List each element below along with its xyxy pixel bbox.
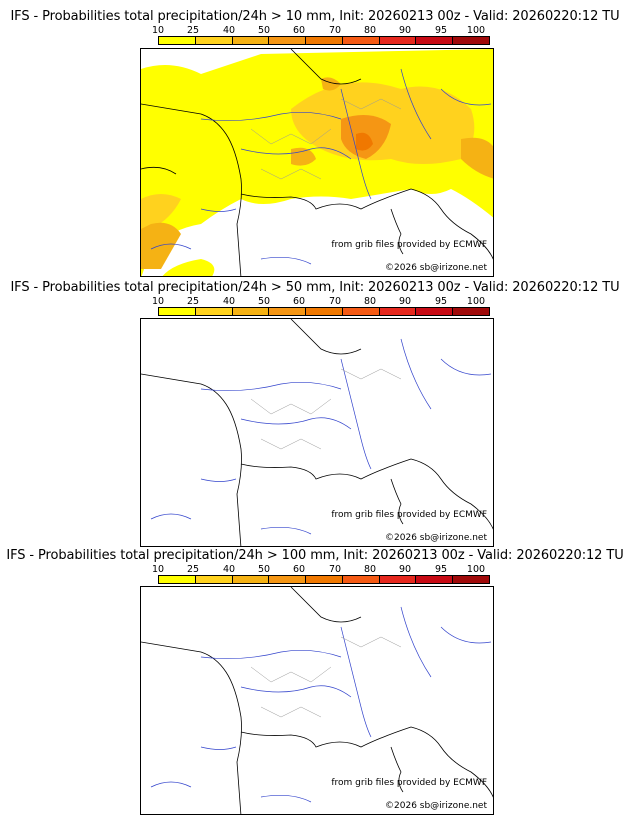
tick-label: 95: [434, 564, 448, 575]
copyright: ©2026 sb@irizone.net: [385, 263, 487, 273]
panel-100mm: IFS - Probabilities total precipitation/…: [0, 546, 630, 828]
tick-label: 80: [363, 564, 377, 575]
tick-label: 90: [398, 296, 412, 307]
colorbar-segment: [269, 37, 307, 44]
data-credit: from grib files provided by ECMWF: [331, 778, 487, 788]
tick-label: 70: [328, 296, 342, 307]
tick-label: 50: [257, 564, 271, 575]
colorbar-segment: [342, 576, 380, 583]
probability-map: from grib files provided by ECMWF ©2026 …: [140, 318, 494, 547]
coastlines: [141, 587, 493, 814]
colorbar-segment: [269, 308, 307, 315]
admin-borders: [250, 98, 402, 180]
tick-label: 10: [151, 564, 165, 575]
tick-label: 80: [363, 25, 377, 36]
tick-label: 40: [222, 25, 236, 36]
colorbar-segment: [416, 37, 454, 44]
colorbar-segment: [306, 37, 343, 44]
colorbar-segment: [232, 37, 270, 44]
tick-label: 40: [222, 564, 236, 575]
coastlines: [141, 49, 493, 276]
colorbar-segment: [416, 576, 454, 583]
tick-label: 80: [363, 296, 377, 307]
tick-label: 60: [292, 25, 306, 36]
colorbar-segment: [195, 37, 233, 44]
tick-label: 95: [434, 296, 448, 307]
panel-title: IFS - Probabilities total precipitation/…: [6, 548, 624, 563]
rivers: [150, 338, 492, 535]
tick-label: 90: [398, 564, 412, 575]
colorbar-segment: [379, 576, 417, 583]
rivers: [150, 68, 492, 265]
coastlines: [141, 319, 493, 546]
colorbar-segment: [453, 576, 490, 583]
colorbar-segment: [453, 308, 490, 315]
tick-label: 90: [398, 25, 412, 36]
tick-label: 100: [466, 564, 486, 575]
colorbar-segment: [269, 576, 307, 583]
probability-map: from grib files provided by ECMWF ©2026 …: [140, 48, 494, 277]
colorbar: [158, 36, 490, 45]
tick-label: 25: [186, 25, 200, 36]
colorbar-segment: [453, 37, 490, 44]
colorbar-segment: [232, 308, 270, 315]
tick-label: 25: [186, 296, 200, 307]
tick-label: 95: [434, 25, 448, 36]
tick-label: 40: [222, 296, 236, 307]
colorbar-segment: [306, 308, 343, 315]
tick-label: 25: [186, 564, 200, 575]
colorbar-segment: [342, 37, 380, 44]
tick-label: 60: [292, 564, 306, 575]
tick-label: 70: [328, 564, 342, 575]
panel-50mm: IFS - Probabilities total precipitation/…: [0, 276, 630, 547]
colorbar: [158, 307, 490, 316]
rivers: [150, 606, 492, 803]
colorbar-segment: [379, 308, 417, 315]
admin-borders: [250, 368, 402, 450]
probability-map: from grib files provided by ECMWF ©2026 …: [140, 586, 494, 815]
colorbar-segment: [195, 308, 233, 315]
colorbar-segment: [416, 308, 454, 315]
copyright: ©2026 sb@irizone.net: [385, 801, 487, 811]
colorbar-ticks: 10 25 40 50 60 70 80 90 95 100: [152, 25, 490, 36]
colorbar-segment: [306, 576, 343, 583]
panel-title: IFS - Probabilities total precipitation/…: [10, 280, 620, 295]
tick-label: 100: [466, 296, 486, 307]
tick-label: 60: [292, 296, 306, 307]
tick-label: 70: [328, 25, 342, 36]
colorbar-segment: [342, 308, 380, 315]
tick-label: 10: [151, 296, 165, 307]
colorbar-ticks: 10 25 40 50 60 70 80 90 95 100: [152, 296, 490, 307]
colorbar-segment: [232, 576, 270, 583]
colorbar: [158, 575, 490, 584]
colorbar-segment: [159, 308, 196, 315]
data-credit: from grib files provided by ECMWF: [331, 510, 487, 520]
admin-borders: [250, 636, 402, 718]
tick-label: 100: [466, 25, 486, 36]
panel-title: IFS - Probabilities total precipitation/…: [10, 9, 620, 24]
copyright: ©2026 sb@irizone.net: [385, 533, 487, 543]
tick-label: 50: [257, 296, 271, 307]
colorbar-segment: [379, 37, 417, 44]
precip-shading: [141, 49, 493, 276]
colorbar-segment: [195, 576, 233, 583]
data-credit: from grib files provided by ECMWF: [331, 240, 487, 250]
panel-10mm: IFS - Probabilities total precipitation/…: [0, 0, 630, 277]
colorbar-segment: [159, 576, 196, 583]
tick-label: 50: [257, 25, 271, 36]
tick-label: 10: [151, 25, 165, 36]
colorbar-ticks: 10 25 40 50 60 70 80 90 95 100: [152, 564, 490, 575]
colorbar-segment: [159, 37, 196, 44]
